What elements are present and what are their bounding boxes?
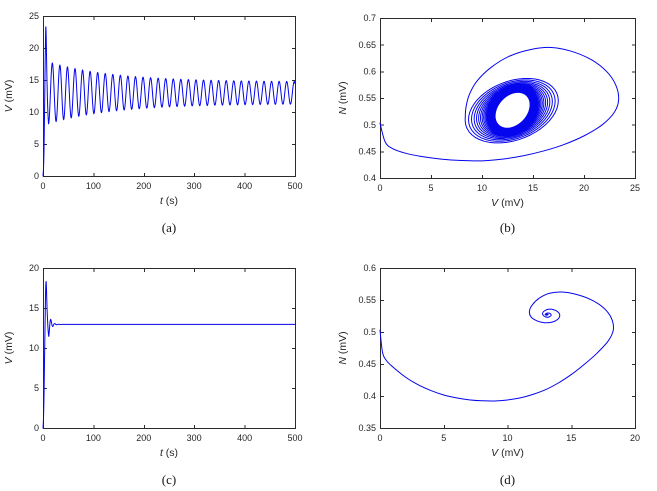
subplot-d-caption: (d) <box>499 472 516 487</box>
axes-frame <box>43 268 296 429</box>
y-tick-label: 25 <box>29 11 39 21</box>
x-tick-label: 5 <box>428 183 433 193</box>
y-tick-label: 0.65 <box>358 40 376 50</box>
subplot-a-caption: (a) <box>161 220 177 235</box>
y-tick-label: 0.4 <box>363 391 376 401</box>
y-tick-label: 5 <box>34 383 39 393</box>
series-line <box>42 281 296 429</box>
y-tick-label: 5 <box>34 139 39 149</box>
x-tick-label: 500 <box>287 433 302 443</box>
y-tick-label: 10 <box>29 107 39 117</box>
x-tick-label: 200 <box>136 181 151 191</box>
x-tick-label: 25 <box>630 183 640 193</box>
y-tick-label: 0.45 <box>358 147 376 157</box>
x-tick-label: 500 <box>287 181 302 191</box>
x-axis-label: V (mV) <box>491 197 524 209</box>
x-tick-label: 0 <box>40 433 45 443</box>
y-tick-label: 15 <box>29 303 39 313</box>
x-tick-label: 20 <box>630 433 640 443</box>
x-axis-label: t (s) <box>160 195 178 207</box>
y-axis-label: V (mV) <box>3 80 15 113</box>
series-line <box>379 46 620 162</box>
subplot-c-caption: (c) <box>161 472 177 487</box>
y-tick-label: 0.55 <box>358 295 376 305</box>
chart-a-canvas: 0 100 200 300 400 500 0 5 10 15 20 25 t (s) V (mV) <box>3 11 303 207</box>
x-tick-label: 0 <box>377 433 382 443</box>
y-tick-label: 0 <box>34 171 39 181</box>
subplot-d: 0 5 10 15 20 0.35 0.4 0.45 0.5 0.55 0.6 V (mV) N (mV… <box>328 245 657 491</box>
x-tick-label: 20 <box>579 183 589 193</box>
y-tick-label: 20 <box>29 263 39 273</box>
series-line <box>42 26 296 177</box>
y-axis-label: N (mV) <box>337 81 349 114</box>
x-tick-label: 300 <box>187 433 202 443</box>
x-tick-label: 400 <box>237 433 252 443</box>
y-tick-label: 0.6 <box>363 67 376 77</box>
x-tick-label: 10 <box>502 433 512 443</box>
x-tick-label: 15 <box>528 183 538 193</box>
x-tick-label: 100 <box>86 181 101 191</box>
subplot-a: 0 100 200 300 400 500 0 5 10 15 20 25 t (s) V (mV) (a… <box>0 0 328 245</box>
axes-frame <box>43 16 296 177</box>
y-tick-label: 0.5 <box>363 120 376 130</box>
x-tick-label: 400 <box>237 181 252 191</box>
y-tick-label: 15 <box>29 75 39 85</box>
y-axis-label: V (mV) <box>3 332 15 365</box>
y-tick-label: 0.6 <box>363 263 376 273</box>
subplot-c: 0 100 200 300 400 500 0 5 10 15 20 t (s) V (mV) (c) <box>0 245 328 491</box>
axes-frame <box>380 268 636 429</box>
y-tick-label: 0.5 <box>363 327 376 337</box>
plot-box <box>380 268 636 429</box>
chart-d-canvas: 0 5 10 15 20 0.35 0.4 0.45 0.5 0.55 0.6 V (mV) N (mV… <box>337 263 640 459</box>
plot-box <box>43 268 296 429</box>
x-tick-label: 0 <box>40 181 45 191</box>
x-axis-label: t (s) <box>160 447 178 459</box>
subplot-b: 0 5 10 15 20 25 0.4 0.45 0.5 0.55 0.6 0.65 0.7 V (mV)… <box>328 0 657 245</box>
chart-b-canvas: 0 5 10 15 20 25 0.4 0.45 0.5 0.55 0.6 0.65 0.7 V (mV)… <box>337 13 640 209</box>
x-tick-label: 0 <box>377 183 382 193</box>
y-axis-label: N (mV) <box>337 331 349 364</box>
series-line <box>379 291 614 402</box>
y-tick-label: 0 <box>34 423 39 433</box>
y-tick-label: 0.7 <box>363 13 376 23</box>
y-tick-label: 0.55 <box>358 93 376 103</box>
x-tick-label: 15 <box>566 433 576 443</box>
y-tick-label: 20 <box>29 43 39 53</box>
x-tick-label: 300 <box>187 181 202 191</box>
axes-frame <box>380 18 636 179</box>
chart-c-canvas: 0 100 200 300 400 500 0 5 10 15 20 t (s) V (mV) <box>3 263 303 459</box>
x-tick-label: 200 <box>136 433 151 443</box>
plot-box <box>43 16 296 177</box>
y-tick-label: 0.45 <box>358 359 376 369</box>
x-axis-label: V (mV) <box>491 447 524 459</box>
x-tick-label: 5 <box>441 433 446 443</box>
y-tick-label: 10 <box>29 343 39 353</box>
plot-box <box>380 18 636 179</box>
y-tick-label: 0.35 <box>358 423 376 433</box>
subplot-b-caption: (b) <box>499 220 516 235</box>
x-tick-label: 100 <box>86 433 101 443</box>
x-tick-label: 10 <box>477 183 487 193</box>
y-tick-label: 0.4 <box>363 173 376 183</box>
